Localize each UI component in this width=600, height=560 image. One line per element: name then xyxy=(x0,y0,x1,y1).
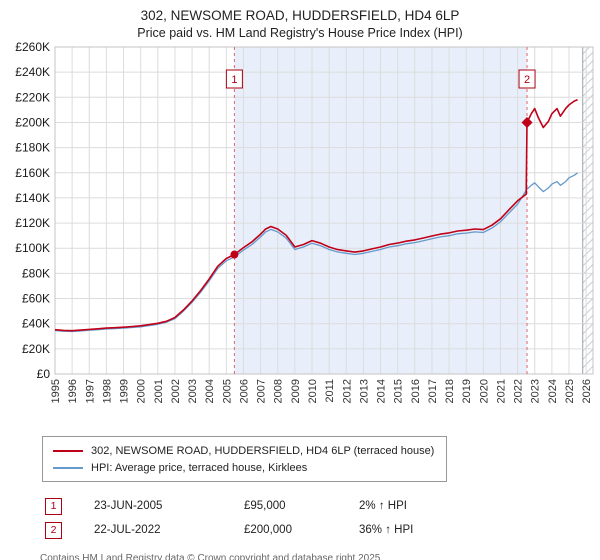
page-subtitle: Price paid vs. HM Land Registry's House … xyxy=(137,26,463,41)
svg-text:2002: 2002 xyxy=(170,379,182,403)
transaction-date: 23-JUN-2005 xyxy=(94,500,163,513)
transaction-hpi-change: 36% ↑ HPI xyxy=(359,524,414,537)
svg-text:£100K: £100K xyxy=(15,241,50,255)
transaction-price: £200,000 xyxy=(244,524,292,537)
svg-text:£200K: £200K xyxy=(15,116,50,130)
svg-text:2020: 2020 xyxy=(478,379,490,403)
svg-text:2013: 2013 xyxy=(358,379,370,403)
svg-text:2007: 2007 xyxy=(256,379,268,403)
svg-text:2015: 2015 xyxy=(393,379,405,403)
svg-text:2023: 2023 xyxy=(530,379,542,403)
svg-text:£120K: £120K xyxy=(15,216,50,230)
transaction-number-badge: 2 xyxy=(45,521,62,539)
svg-text:2008: 2008 xyxy=(273,379,285,403)
page-title: 302, NEWSOME ROAD, HUDDERSFIELD, HD4 6LP xyxy=(140,8,460,23)
svg-text:2017: 2017 xyxy=(427,379,439,403)
footer-attribution: Contains HM Land Registry data © Crown c… xyxy=(40,552,600,560)
svg-text:1995: 1995 xyxy=(50,379,62,403)
legend-item-hpi: HPI: Average price, terraced house, Kirk… xyxy=(53,459,434,476)
svg-text:2012: 2012 xyxy=(341,379,353,403)
svg-text:£20K: £20K xyxy=(22,342,50,356)
transaction-price: £95,000 xyxy=(244,500,286,513)
svg-text:2: 2 xyxy=(524,74,530,86)
price-chart: 1 2 £0 £20K £40K £60K £80K £100K £120K £140K £160K… xyxy=(15,42,594,404)
chart-header: 302, NEWSOME ROAD, HUDDERSFIELD, HD4 6LP… xyxy=(0,0,600,42)
svg-text:2011: 2011 xyxy=(324,379,336,403)
legend-label-hpi: HPI: Average price, terraced house, Kirk… xyxy=(91,461,308,474)
svg-text:2024: 2024 xyxy=(547,379,559,403)
legend-label-property: 302, NEWSOME ROAD, HUDDERSFIELD, HD4 6LP… xyxy=(91,444,435,457)
svg-text:£160K: £160K xyxy=(15,166,50,180)
svg-text:£240K: £240K xyxy=(15,65,50,79)
transaction-date: 22-JUL-2022 xyxy=(94,524,161,537)
svg-text:£80K: £80K xyxy=(22,266,50,280)
svg-text:2005: 2005 xyxy=(221,379,233,403)
svg-text:1997: 1997 xyxy=(84,379,96,403)
svg-text:1998: 1998 xyxy=(101,379,113,403)
svg-text:2026: 2026 xyxy=(581,379,593,403)
svg-text:1: 1 xyxy=(231,74,237,86)
svg-text:2009: 2009 xyxy=(290,379,302,403)
transaction-row-1: 1 23-JUN-2005 £95,000 2% ↑ HPI xyxy=(45,494,600,518)
svg-text:2001: 2001 xyxy=(153,379,165,403)
transaction-row-2: 2 22-JUL-2022 £200,000 36% ↑ HPI xyxy=(45,518,600,542)
legend-line-hpi xyxy=(53,466,83,469)
svg-text:£60K: £60K xyxy=(22,292,50,306)
svg-text:2019: 2019 xyxy=(461,379,473,403)
svg-text:2003: 2003 xyxy=(187,379,199,403)
svg-text:2018: 2018 xyxy=(444,379,456,403)
transaction-table: 1 23-JUN-2005 £95,000 2% ↑ HPI 2 22-JUL-… xyxy=(45,494,600,542)
svg-text:1996: 1996 xyxy=(67,379,79,403)
svg-text:2014: 2014 xyxy=(376,379,388,403)
svg-text:2006: 2006 xyxy=(238,379,250,403)
svg-text:1999: 1999 xyxy=(119,379,131,403)
svg-text:£260K: £260K xyxy=(15,42,50,54)
svg-text:2016: 2016 xyxy=(410,379,422,403)
svg-text:£220K: £220K xyxy=(15,90,50,104)
transaction-number-badge: 1 xyxy=(45,497,62,515)
chart-legend: 302, NEWSOME ROAD, HUDDERSFIELD, HD4 6LP… xyxy=(42,436,448,483)
svg-text:£40K: £40K xyxy=(22,317,50,331)
svg-text:£140K: £140K xyxy=(15,191,50,205)
svg-text:2010: 2010 xyxy=(307,379,319,403)
svg-text:2004: 2004 xyxy=(204,379,216,403)
svg-text:2021: 2021 xyxy=(495,379,507,403)
transaction-hpi-change: 2% ↑ HPI xyxy=(359,500,407,513)
svg-text:£0: £0 xyxy=(37,367,51,381)
footer-attribution-line1: Contains HM Land Registry data © Crown c… xyxy=(40,553,384,560)
svg-text:£180K: £180K xyxy=(15,141,50,155)
legend-item-property: 302, NEWSOME ROAD, HUDDERSFIELD, HD4 6LP… xyxy=(53,442,434,459)
legend-line-property xyxy=(53,449,83,452)
svg-text:2022: 2022 xyxy=(513,379,525,403)
svg-text:2025: 2025 xyxy=(564,379,576,403)
svg-text:2000: 2000 xyxy=(136,379,148,403)
